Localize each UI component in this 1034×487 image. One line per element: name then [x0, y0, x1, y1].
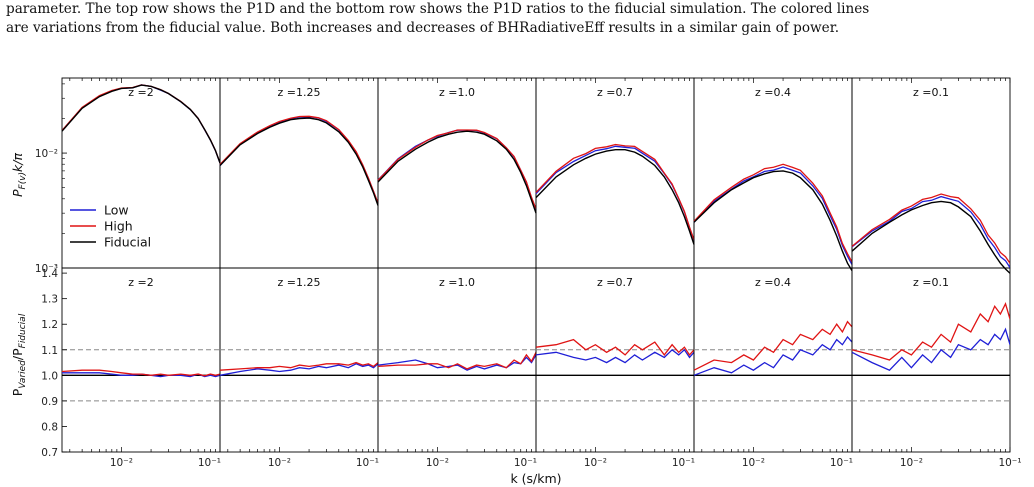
y-tick-label: 1.3 — [41, 294, 58, 306]
ratio-low-line — [62, 372, 221, 378]
series-fiducial-line — [62, 84, 221, 164]
series-fiducial-line — [535, 149, 695, 245]
y-tick-label: 0.7 — [41, 447, 58, 459]
top-panel-frame — [693, 77, 853, 269]
y-tick-label: 1.1 — [41, 345, 58, 357]
x-tick-label: 10⁻² — [900, 457, 923, 469]
ratio-low-line — [693, 335, 853, 376]
y-tick-label: 1.2 — [41, 319, 58, 331]
series-low-line — [377, 129, 537, 210]
x-tick-label: 10⁻² — [742, 457, 765, 469]
bottom-panel-frame — [219, 267, 379, 453]
y-tick-label: 1.4 — [41, 268, 58, 280]
panel-z-label: z =0.4 — [755, 86, 791, 99]
series-high-line — [535, 143, 695, 241]
ratio-high-line — [851, 302, 1010, 361]
x-tick-label: 10⁻² — [426, 457, 449, 469]
bottom-panel-frame — [851, 267, 1011, 453]
x-tick-label: 10⁻¹ — [672, 457, 695, 469]
panel-z-label: z =1.0 — [439, 276, 475, 289]
ratio-high-line — [693, 320, 853, 371]
y-tick-label: 0.8 — [41, 421, 58, 433]
ratio-low-line — [219, 363, 379, 376]
panel-z-label: z =0.1 — [913, 276, 949, 289]
y-tick-label: 10⁻³ — [35, 263, 58, 275]
x-tick-label: 10⁻¹ — [998, 457, 1021, 469]
series-high-line — [377, 129, 537, 210]
ratio-high-line — [219, 361, 379, 371]
x-tick-label: 10⁻¹ — [830, 457, 853, 469]
series-low-line — [693, 166, 853, 265]
panel-z-label: z =1.25 — [278, 86, 321, 99]
panel-z-label: z =0.7 — [597, 276, 633, 289]
legend-label-fiducial: Fiducial — [104, 235, 151, 250]
panel-z-label: z =1.25 — [278, 276, 321, 289]
top-panel-frame — [377, 77, 537, 269]
panel-z-label: z =0.7 — [597, 86, 633, 99]
ratio-high-line — [62, 369, 221, 377]
ratio-low-line — [851, 327, 1010, 371]
top-panel-frame — [535, 77, 695, 269]
bottom-panel-frame — [377, 267, 537, 453]
ratio-high-line — [535, 338, 695, 356]
panel-z-label: z =0.1 — [913, 86, 949, 99]
series-fiducial-line — [377, 130, 537, 214]
y-tick-label: 10⁻² — [35, 148, 58, 160]
panels-group: z =2 z =2 10⁻² 10⁻¹ z =1.25 z =1.25 10⁻² 10⁻¹ z … — [35, 77, 1022, 469]
legend-label-high: High — [104, 219, 133, 234]
top-y-axis-label: PF(v)k/π — [10, 153, 28, 198]
x-tick-label: 10⁻² — [584, 457, 607, 469]
series-high-line — [693, 163, 853, 263]
series-low-line — [219, 116, 379, 204]
caption-line-1: parameter. The top row shows the P1D and… — [6, 1, 870, 17]
x-tick-label: 10⁻¹ — [514, 457, 537, 469]
y-tick-label: 0.9 — [41, 396, 58, 408]
panel-z-label: z =1.0 — [439, 86, 475, 99]
series-fiducial-line — [219, 117, 379, 206]
x-tick-label: 10⁻² — [268, 457, 291, 469]
y-tick-label: 1.0 — [41, 370, 58, 382]
x-tick-label: 10⁻² — [110, 457, 133, 469]
x-tick-label: 10⁻¹ — [198, 457, 221, 469]
panel-z-label: z =0.4 — [755, 276, 791, 289]
series-high-line — [851, 193, 1010, 264]
legend-label-low: Low — [104, 203, 129, 218]
figure-caption: parameter. The top row shows the P1D and… — [6, 0, 1030, 38]
bottom-y-axis-label: PVaried/PFiducial — [10, 313, 28, 396]
panel-z-label: z =2 — [128, 86, 154, 99]
bottom-panel-frame — [61, 267, 221, 453]
bottom-panel-frame — [535, 267, 695, 453]
x-axis-label: k (s/km) — [510, 471, 561, 486]
series-fiducial-line — [693, 170, 853, 271]
panel-z-label: z =2 — [128, 276, 154, 289]
series-low-line — [851, 195, 1010, 268]
series-fiducial-line — [851, 200, 1010, 274]
series-high-line — [219, 115, 379, 204]
ratio-high-line — [377, 352, 537, 370]
top-panel-frame — [219, 77, 379, 269]
caption-line-2: are variations from the fiducial value. … — [6, 20, 840, 36]
top-panel-frame — [851, 77, 1011, 269]
series-low-line — [535, 145, 695, 241]
x-tick-label: 10⁻¹ — [356, 457, 379, 469]
ratio-low-line — [535, 348, 695, 364]
